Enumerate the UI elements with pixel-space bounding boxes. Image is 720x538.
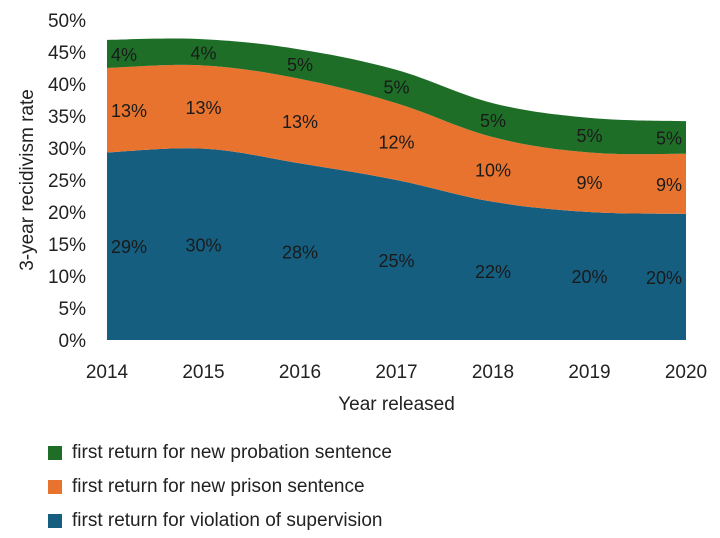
legend-item: first return for violation of supervisio… <box>48 504 708 538</box>
legend: first return for new probation sentence f… <box>48 436 708 538</box>
legend-swatch <box>48 446 62 460</box>
legend-item: first return for new prison sentence <box>48 470 708 504</box>
y-axis-title: 3-year recidivism rate <box>17 89 38 271</box>
y-tick-label: 40% <box>48 75 86 96</box>
x-tick-label: 2015 <box>182 362 224 383</box>
legend-label: first return for new probation sentence <box>72 442 393 463</box>
data-label: 4% <box>111 45 137 65</box>
data-label: 28% <box>282 243 318 263</box>
data-label: 12% <box>378 133 414 153</box>
y-tick-label: 0% <box>59 331 87 352</box>
y-tick-label: 50% <box>48 11 86 32</box>
data-label: 5% <box>576 126 602 146</box>
data-label: 13% <box>185 98 221 118</box>
legend-label: first return for violation of supervisio… <box>72 510 383 531</box>
data-label: 4% <box>190 43 216 63</box>
data-label: 29% <box>111 237 147 257</box>
y-tick-label: 30% <box>48 139 86 160</box>
data-label: 25% <box>378 251 414 271</box>
y-tick-label: 5% <box>59 299 87 320</box>
data-label: 5% <box>480 111 506 131</box>
x-tick-label: 2017 <box>375 362 417 383</box>
x-axis-title: Year released <box>338 394 455 415</box>
stacked-area-chart: 0% 5% 10% 15% 20% 25% 30% 35% 40% 45% 50% 2014 2015 2… <box>17 11 707 415</box>
legend-label: first return for new prison sentence <box>72 476 365 497</box>
y-tick-label: 20% <box>48 203 86 224</box>
data-label: 5% <box>287 55 313 75</box>
data-label: 20% <box>571 267 607 287</box>
data-label: 9% <box>576 173 602 193</box>
data-label: 5% <box>383 78 409 98</box>
legend-item: first return for new probation sentence <box>48 436 708 470</box>
area-series-prison-sentence <box>107 64 686 214</box>
x-tick-label: 2014 <box>86 362 129 383</box>
x-tick-label: 2016 <box>279 362 321 383</box>
data-label: 13% <box>282 112 318 132</box>
area-series-probation-sentence <box>107 38 686 155</box>
data-label: 30% <box>185 235 221 255</box>
y-tick-label: 25% <box>48 171 86 192</box>
legend-swatch <box>48 480 62 494</box>
data-label: 5% <box>656 128 682 148</box>
data-label: 20% <box>646 268 682 288</box>
x-tick-label: 2018 <box>472 362 514 383</box>
area-series-of-supervision <box>107 148 686 340</box>
x-tick-label: 2020 <box>665 362 707 383</box>
data-label: 13% <box>111 101 147 121</box>
legend-swatch <box>48 514 62 528</box>
y-tick-label: 45% <box>48 43 86 64</box>
y-tick-label: 35% <box>48 107 86 128</box>
y-tick-label: 10% <box>48 267 86 288</box>
x-tick-label: 2019 <box>568 362 610 383</box>
data-label: 9% <box>656 175 682 195</box>
y-tick-label: 15% <box>48 235 86 256</box>
data-label: 10% <box>475 160 511 180</box>
data-label: 22% <box>475 262 511 282</box>
